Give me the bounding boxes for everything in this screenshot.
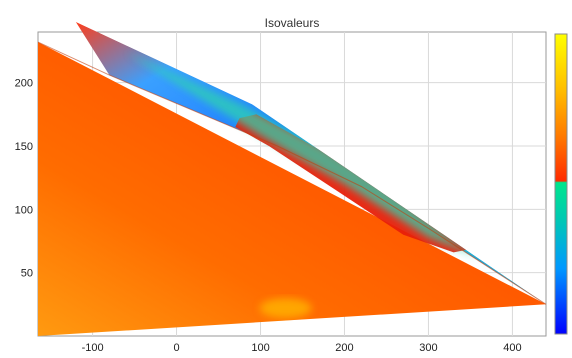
slope-edge	[37, 41, 547, 305]
field-regions	[38, 21, 546, 336]
x-tick-label: 100	[251, 342, 269, 354]
x-tick-label: 0	[173, 342, 179, 354]
colorbar	[554, 33, 568, 335]
region-bulk	[38, 42, 546, 336]
region-transition-band	[126, 52, 479, 258]
y-tick-label: 50	[21, 268, 33, 280]
x-tick-label: 400	[503, 342, 521, 354]
region-warm-spot	[259, 298, 312, 319]
y-tick-label: 100	[15, 204, 33, 216]
chart-title: Isovaleurs	[264, 16, 320, 30]
x-tick-label: 300	[419, 342, 437, 354]
x-tick-label: 200	[335, 342, 353, 354]
y-tick-label: 150	[15, 141, 33, 153]
y-tick-label: 200	[15, 78, 33, 90]
x-tick-label: -100	[82, 342, 104, 354]
